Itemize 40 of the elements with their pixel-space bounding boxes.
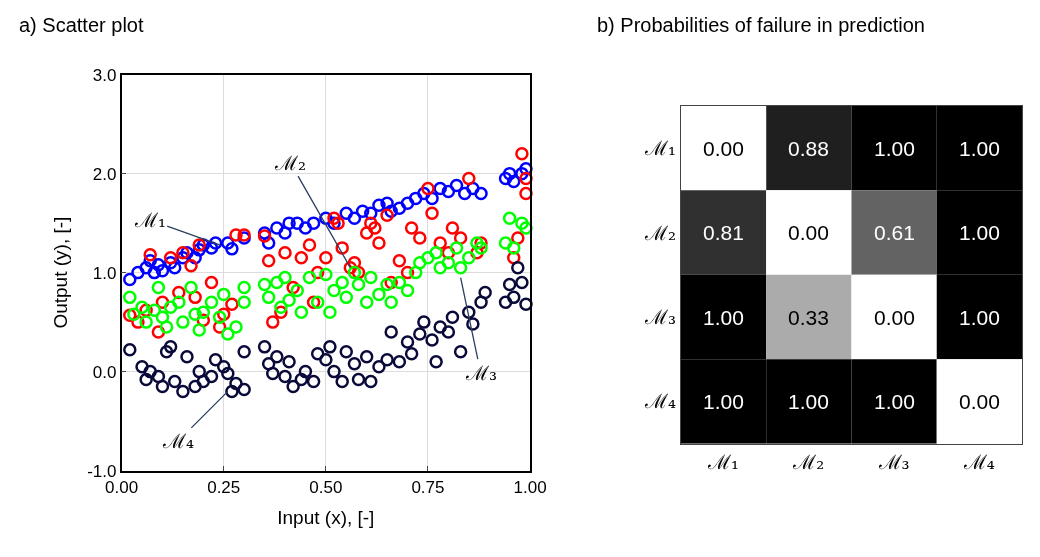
y-tick-label: ℳ₁ bbox=[643, 136, 676, 161]
data-label: 1.00 bbox=[959, 221, 1000, 244]
x-tick-label: 1.00 bbox=[513, 477, 547, 497]
x-tick-label: ℳ₄ bbox=[962, 449, 995, 474]
x-tick-label: 0.75 bbox=[411, 477, 445, 497]
y-tick-label: 3.0 bbox=[92, 65, 117, 85]
x-tick-label: ℳ₂ bbox=[792, 449, 825, 474]
y-axis-title: Output (y), [-] bbox=[49, 216, 71, 329]
data-label: 0.00 bbox=[959, 390, 1000, 413]
x-tick-label: ℳ₁ bbox=[707, 449, 740, 474]
x-axis-title: Input (x), [-] bbox=[277, 507, 375, 529]
data-label: 1.00 bbox=[959, 306, 1000, 329]
data-label: 0.33 bbox=[788, 306, 829, 329]
y-tick-label: 0.0 bbox=[92, 362, 117, 382]
y-tick-label: ℳ₂ bbox=[643, 220, 676, 245]
y-tick-label: ℳ₄ bbox=[643, 389, 676, 414]
chart-title: a) Scatter plot bbox=[19, 14, 144, 36]
y-tick-label: 1.0 bbox=[92, 263, 117, 283]
data-label: 1.00 bbox=[874, 390, 915, 413]
chart-title: b) Probabilities of failure in prediction bbox=[597, 14, 925, 36]
data-label: 1.00 bbox=[703, 306, 744, 329]
data-label: 1.00 bbox=[874, 137, 915, 160]
data-label: 1.00 bbox=[703, 390, 744, 413]
data-label: 0.00 bbox=[788, 221, 829, 244]
x-tick-label: 0.50 bbox=[309, 477, 343, 497]
annotation: ℳ₄ bbox=[162, 429, 195, 453]
data-label: 0.00 bbox=[874, 306, 915, 329]
annotation: ℳ₁ bbox=[134, 208, 167, 232]
y-tick-label: ℳ₃ bbox=[643, 305, 676, 329]
data-label: 1.00 bbox=[788, 390, 829, 413]
data-label: 0.88 bbox=[788, 137, 829, 160]
x-tick-label: 0.25 bbox=[207, 477, 241, 497]
annotation: ℳ₂ bbox=[274, 151, 307, 175]
y-tick-label: 2.0 bbox=[92, 164, 117, 184]
data-label: 1.00 bbox=[959, 137, 1000, 160]
data-label: 0.00 bbox=[703, 137, 744, 160]
x-tick-label: ℳ₃ bbox=[877, 449, 910, 474]
annotation: ℳ₃ bbox=[465, 361, 498, 385]
data-label: 0.61 bbox=[874, 221, 915, 244]
data-label: 0.81 bbox=[703, 221, 744, 244]
